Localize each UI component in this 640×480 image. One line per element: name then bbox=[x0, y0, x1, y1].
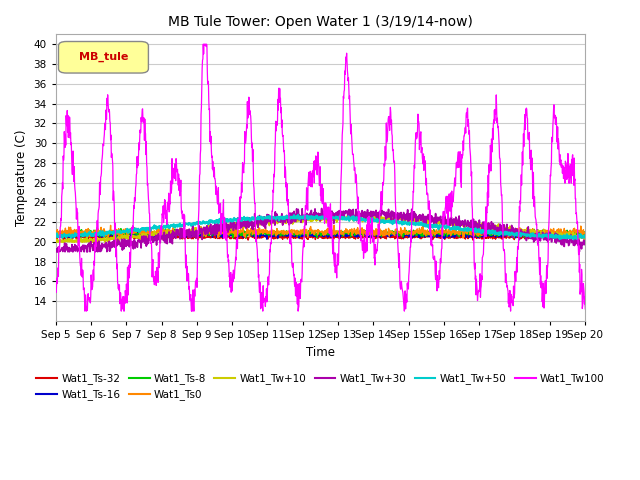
FancyBboxPatch shape bbox=[58, 41, 148, 73]
X-axis label: Time: Time bbox=[306, 346, 335, 359]
Legend: Wat1_Ts-32, Wat1_Ts-16, Wat1_Ts-8, Wat1_Ts0, Wat1_Tw+10, Wat1_Tw+30, Wat1_Tw+50,: Wat1_Ts-32, Wat1_Ts-16, Wat1_Ts-8, Wat1_… bbox=[32, 369, 609, 405]
Y-axis label: Temperature (C): Temperature (C) bbox=[15, 130, 28, 226]
Text: MB_tule: MB_tule bbox=[79, 52, 128, 62]
Title: MB Tule Tower: Open Water 1 (3/19/14-now): MB Tule Tower: Open Water 1 (3/19/14-now… bbox=[168, 15, 473, 29]
